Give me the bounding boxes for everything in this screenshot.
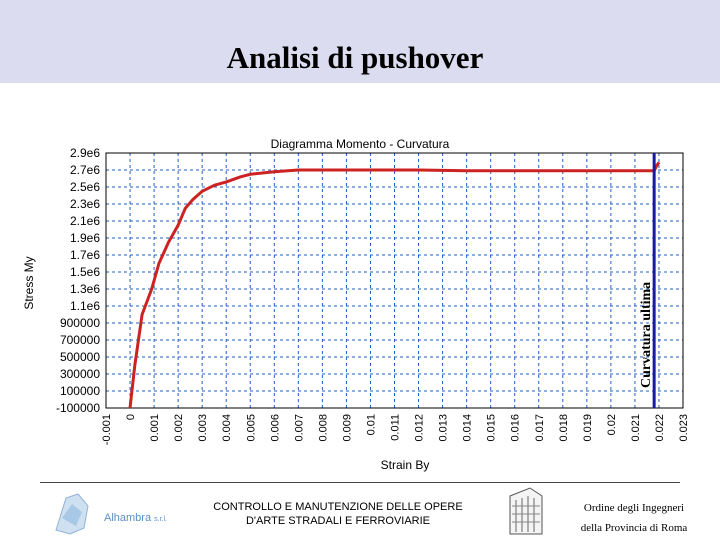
- y-tick-label: 500000: [60, 350, 100, 364]
- building-logo: [504, 486, 548, 536]
- x-tick-label: 0.01: [365, 414, 377, 435]
- y-tick-label: 300000: [60, 367, 100, 381]
- y-tick-label: 2.1e6: [70, 214, 100, 228]
- y-tick-label: 1.3e6: [70, 282, 100, 296]
- x-tick-label: 0.015: [486, 414, 498, 442]
- x-tick-label: 0.005: [245, 414, 257, 442]
- y-tick-label: 1.5e6: [70, 265, 100, 279]
- y-tick-label: 2.3e6: [70, 197, 100, 211]
- moment-curvature-curve: [128, 161, 661, 409]
- x-tick-label: 0: [125, 414, 137, 420]
- footer-course-title: CONTROLLO E MANUTENZIONE DELLE OPERE D'A…: [188, 500, 488, 528]
- x-tick-label: 0.012: [414, 414, 426, 442]
- y-tick-label: 700000: [60, 333, 100, 347]
- y-tick-label: 2.5e6: [70, 180, 100, 194]
- x-tick-label: 0.011: [390, 414, 402, 441]
- footer-right-line1: Ordine degli Ingegneri: [583, 502, 685, 514]
- plot-border: [105, 152, 684, 409]
- x-tick-label: -0.001: [101, 414, 113, 445]
- y-axis-label: Stress My: [22, 256, 36, 309]
- footer-divider: [40, 482, 680, 483]
- x-tick-label: 0.021: [630, 414, 642, 442]
- plot-frame: [105, 152, 684, 409]
- x-tick-label: 0.004: [221, 414, 233, 442]
- building-icon: [509, 487, 543, 535]
- x-axis-label: Strain By: [381, 458, 430, 472]
- x-tick-label: 0.003: [197, 414, 209, 442]
- y-tick-label: 900000: [60, 316, 100, 330]
- x-tick-label: 0.008: [317, 414, 329, 442]
- x-tick-label: 0.013: [438, 414, 450, 442]
- y-tick-label: -100000: [56, 401, 100, 415]
- x-tick-label: 0.016: [510, 414, 522, 442]
- x-tick-label: 0.022: [654, 414, 666, 442]
- y-tick-label: 1.7e6: [70, 248, 100, 262]
- x-tick-label: 0.001: [149, 414, 161, 442]
- x-axis-ticks: -0.001 0 0.001 0.002 0.003 0.004 0.005 0.006 0.0…: [101, 414, 690, 445]
- x-tick-label: 0.018: [558, 414, 570, 442]
- header-band: [0, 0, 720, 83]
- y-tick-label: 1.9e6: [70, 231, 100, 245]
- x-tick-label: 0.007: [293, 414, 305, 442]
- chart-title: Diagramma Momento - Curvatura: [271, 137, 450, 151]
- grid: [106, 153, 683, 408]
- x-tick-label: 0.023: [678, 414, 690, 442]
- footer-organization: Ordine degli Ingegneri della Provincia d…: [548, 498, 720, 538]
- alhambra-logo: Alhambra s.r.l.: [48, 488, 188, 536]
- footer-center-line1: CONTROLLO E MANUTENZIONE DELLE OPERE: [213, 501, 463, 513]
- slide-title: Analisi di pushover: [226, 40, 484, 75]
- y-tick-label: 2.7e6: [70, 163, 100, 177]
- x-tick-label: 0.019: [582, 414, 594, 442]
- y-tick-label: 2.9e6: [70, 146, 100, 160]
- x-tick-label: 0.009: [341, 414, 353, 442]
- alhambra-logo-icon: [55, 493, 89, 535]
- x-tick-label: 0.006: [269, 414, 281, 442]
- footer-right-line2: della Provincia di Roma: [580, 522, 688, 534]
- x-tick-label: 0.014: [462, 414, 474, 442]
- moment-curvature-chart: Diagramma Momento - Curvatura 2.9e6 2.7e6…: [22, 137, 690, 472]
- y-axis-ticks: 2.9e6 2.7e6 2.5e6 2.3e6 2.1e6 1.9e6 1.7e6 1.5e6…: [56, 146, 100, 415]
- y-tick-label: 1.1e6: [70, 299, 100, 313]
- x-tick-label: 0.002: [173, 414, 185, 442]
- x-tick-label: 0.017: [534, 414, 546, 442]
- ultimate-line-layer: Curvatura ultima: [639, 153, 656, 408]
- footer-center-line2: D'ARTE STRADALI E FERROVIARIE: [245, 515, 431, 527]
- curve-layer: [128, 161, 661, 409]
- y-tick-label: 100000: [60, 384, 100, 398]
- ultimate-curvature-label: Curvatura ultima: [639, 282, 654, 388]
- x-tick-label: 0.02: [606, 414, 618, 435]
- alhambra-logo-text: Alhambra s.r.l.: [104, 512, 167, 524]
